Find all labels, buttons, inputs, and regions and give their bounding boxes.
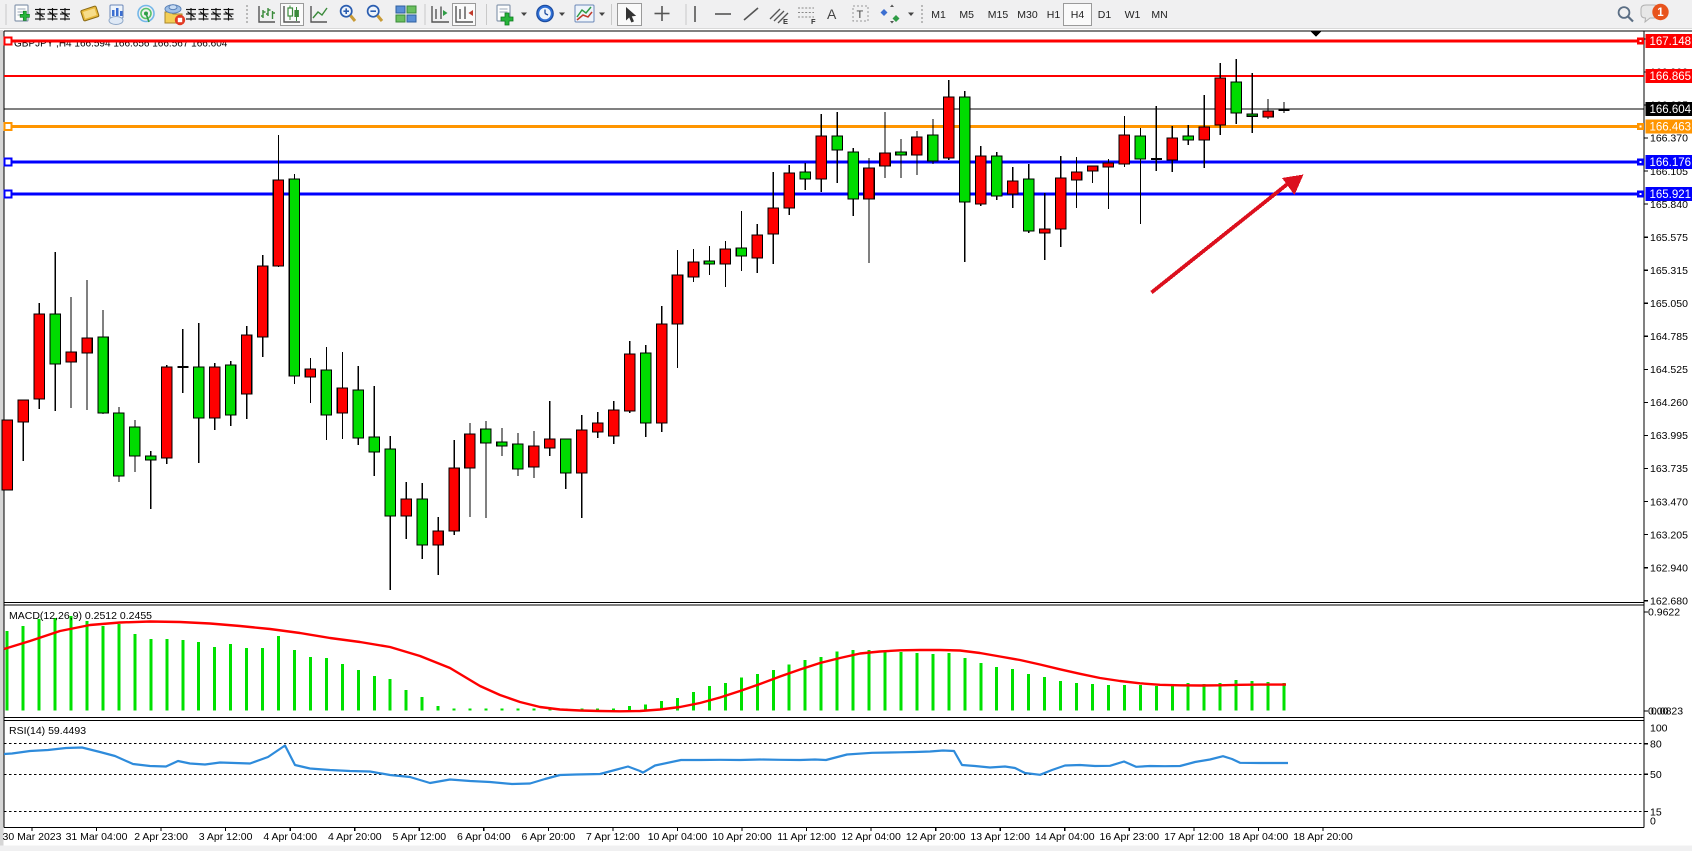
svg-text:30 Mar 2023: 30 Mar 2023: [3, 831, 62, 843]
svg-text:0: 0: [1650, 816, 1656, 828]
svg-text:164.525: 164.525: [1650, 364, 1688, 376]
svg-text:12 Apr 20:00: 12 Apr 20:00: [906, 831, 966, 843]
svg-text:MN: MN: [1151, 9, 1167, 21]
svg-text:T: T: [857, 9, 864, 21]
svg-text:F: F: [811, 17, 816, 26]
svg-text:164.785: 164.785: [1650, 331, 1688, 343]
svg-text:18 Apr 20:00: 18 Apr 20:00: [1293, 831, 1353, 843]
svg-text:165.921: 165.921: [1650, 189, 1692, 201]
svg-text:17 Apr 12:00: 17 Apr 12:00: [1164, 831, 1224, 843]
svg-text:D1: D1: [1098, 9, 1112, 21]
svg-text:31 Mar 04:00: 31 Mar 04:00: [66, 831, 128, 843]
svg-text:166.176: 166.176: [1650, 157, 1692, 169]
svg-text:163.735: 163.735: [1650, 463, 1688, 475]
svg-text:11 Apr 12:00: 11 Apr 12:00: [777, 831, 836, 843]
svg-text:50: 50: [1650, 769, 1662, 781]
svg-text:H4: H4: [1071, 9, 1085, 21]
svg-text:1: 1: [1657, 7, 1664, 19]
svg-text:164.260: 164.260: [1650, 397, 1688, 409]
svg-text:10 Apr 04:00: 10 Apr 04:00: [648, 831, 708, 843]
svg-text:10 Apr 20:00: 10 Apr 20:00: [712, 831, 772, 843]
svg-text:M1: M1: [931, 9, 946, 21]
svg-text:165.575: 165.575: [1650, 232, 1688, 244]
svg-text:M30: M30: [1017, 9, 1038, 21]
svg-text:163.470: 163.470: [1650, 496, 1688, 508]
svg-text:166.865: 166.865: [1650, 71, 1692, 83]
svg-text:162.940: 162.940: [1650, 562, 1688, 574]
svg-text:16 Apr 23:00: 16 Apr 23:00: [1100, 831, 1160, 843]
svg-text:0.9622: 0.9622: [1648, 607, 1680, 619]
svg-text:166.604: 166.604: [1650, 104, 1692, 116]
svg-text:163.205: 163.205: [1650, 529, 1688, 541]
svg-text:13 Apr 12:00: 13 Apr 12:00: [970, 831, 1030, 843]
svg-text:18 Apr 04:00: 18 Apr 04:00: [1229, 831, 1289, 843]
svg-text:6 Apr 20:00: 6 Apr 20:00: [522, 831, 576, 843]
svg-text:M15: M15: [988, 9, 1009, 21]
svg-text:0.0823: 0.0823: [1651, 706, 1683, 718]
svg-text:163.995: 163.995: [1650, 430, 1688, 442]
svg-text:H1: H1: [1047, 9, 1061, 21]
svg-text:MACD(12,26,9) 0.2512 0.2455: MACD(12,26,9) 0.2512 0.2455: [9, 610, 152, 622]
svg-text:165.050: 165.050: [1650, 298, 1688, 310]
svg-text:12 Apr 04:00: 12 Apr 04:00: [841, 831, 901, 843]
svg-text:14 Apr 04:00: 14 Apr 04:00: [1035, 831, 1095, 843]
svg-text:A: A: [827, 6, 837, 22]
svg-text:100: 100: [1650, 723, 1668, 735]
svg-text:W1: W1: [1125, 9, 1141, 21]
svg-text:165.315: 165.315: [1650, 265, 1688, 277]
svg-text:166.370: 166.370: [1650, 133, 1688, 145]
svg-text:4 Apr 20:00: 4 Apr 20:00: [328, 831, 382, 843]
svg-text:166.463: 166.463: [1650, 122, 1692, 134]
svg-text:3 Apr 12:00: 3 Apr 12:00: [199, 831, 253, 843]
svg-text:167.148: 167.148: [1650, 36, 1692, 48]
svg-text:RSI(14) 59.4493: RSI(14) 59.4493: [9, 725, 86, 737]
svg-text:5 Apr 12:00: 5 Apr 12:00: [392, 831, 446, 843]
svg-text:80: 80: [1650, 738, 1662, 750]
svg-text:M5: M5: [959, 9, 974, 21]
svg-text:E: E: [783, 17, 788, 26]
svg-text:7 Apr 12:00: 7 Apr 12:00: [586, 831, 640, 843]
svg-text:4 Apr 04:00: 4 Apr 04:00: [263, 831, 317, 843]
svg-text:2 Apr 23:00: 2 Apr 23:00: [134, 831, 188, 843]
svg-text:6 Apr 04:00: 6 Apr 04:00: [457, 831, 511, 843]
svg-text:162.680: 162.680: [1650, 595, 1688, 607]
